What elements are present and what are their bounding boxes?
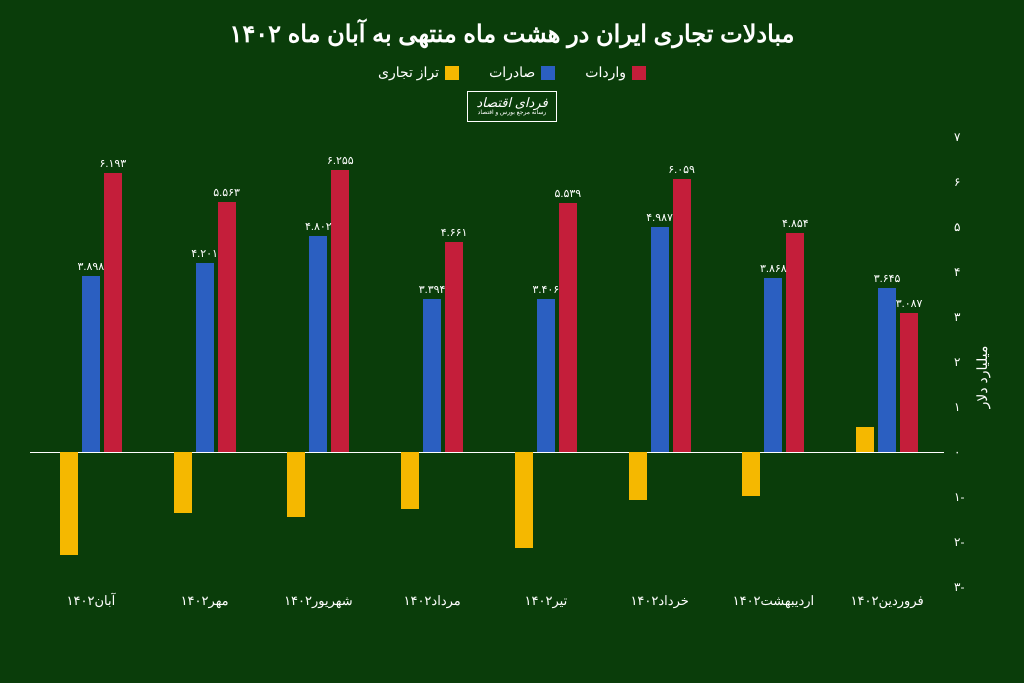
bar-value-label: ۳.۸۶۸: [751, 262, 795, 275]
bar-group: ۵.۵۶۳۴.۲۰۱مهر۱۴۰۲: [148, 137, 262, 587]
bar-value-label: ۴.۹۸۷: [638, 211, 682, 224]
y-tick: ۵: [954, 220, 974, 234]
bar-value-label: ۴.۲۰۱: [183, 247, 227, 260]
balance-bar: [174, 452, 192, 513]
x-tick-label: خرداد۱۴۰۲: [603, 593, 717, 613]
bar-value-label: ۶.۱۹۳: [91, 157, 135, 170]
bar-group: ۴.۸۵۴۳.۸۶۸اردیبهشت۱۴۰۲: [717, 137, 831, 587]
legend-label: واردات: [585, 64, 626, 81]
x-tick-label: فروردین۱۴۰۲: [830, 593, 944, 613]
legend-item: صادرات: [489, 64, 555, 81]
bar-value-label: ۶.۰۵۹: [660, 163, 704, 176]
legend-item: واردات: [585, 64, 646, 81]
bar-value-label: ۴.۶۶۱: [432, 226, 476, 239]
balance-bar: [401, 452, 419, 509]
y-axis-label: میلیارد دلار: [974, 346, 991, 409]
y-tick: ۲: [954, 355, 974, 369]
bar-value-label: ۶.۲۵۵: [318, 154, 362, 167]
balance-bar: [60, 452, 78, 555]
exports-bar: [537, 299, 555, 452]
x-tick-label: تیر۱۴۰۲: [489, 593, 603, 613]
balance-bar: [515, 452, 533, 548]
bar-group: ۳.۰۸۷۳.۶۴۵فروردین۱۴۰۲: [830, 137, 944, 587]
logo-main: فردای اقتصاد: [476, 96, 548, 110]
bar-value-label: ۵.۵۶۳: [205, 186, 249, 199]
chart-area: میلیارد دلار ۳.۰۸۷۳.۶۴۵فروردین۱۴۰۲۴.۸۵۴۳…: [30, 137, 974, 617]
bar-group: ۶.۱۹۳۳.۸۹۸آبان۱۴۰۲: [34, 137, 148, 587]
y-tick: ۰: [954, 445, 974, 459]
imports-bar: [445, 242, 463, 452]
exports-bar: [878, 288, 896, 452]
exports-bar: [82, 276, 100, 451]
exports-bar: [196, 263, 214, 452]
imports-bar: [331, 170, 349, 451]
legend-label: تراز تجاری: [378, 64, 439, 81]
balance-bar: [856, 427, 874, 452]
logo-sub: رسانه مرجع بورس و اقتصاد: [476, 110, 548, 117]
x-tick-label: اردیبهشت۱۴۰۲: [717, 593, 831, 613]
exports-bar: [764, 278, 782, 452]
y-tick: -۲: [954, 535, 974, 549]
y-tick: ۶: [954, 175, 974, 189]
bar-group: ۶.۲۵۵۴.۸۰۲شهریور۱۴۰۲: [262, 137, 376, 587]
bar-value-label: ۴.۸۰۲: [296, 220, 340, 233]
imports-bar: [104, 173, 122, 452]
x-tick-label: آبان۱۴۰۲: [34, 593, 148, 613]
y-tick: ۳: [954, 310, 974, 324]
bar-value-label: ۳.۴۰۶: [524, 283, 568, 296]
y-tick: -۳: [954, 580, 974, 594]
x-tick-label: مرداد۱۴۰۲: [375, 593, 489, 613]
legend-swatch: [445, 66, 459, 80]
y-tick: ۴: [954, 265, 974, 279]
bar-group: ۵.۵۳۹۳.۴۰۶تیر۱۴۰۲: [489, 137, 603, 587]
imports-bar: [218, 202, 236, 452]
bar-value-label: ۳.۳۹۴: [410, 283, 454, 296]
imports-bar: [559, 203, 577, 452]
bar-value-label: ۳.۶۴۵: [865, 272, 909, 285]
exports-bar: [651, 227, 669, 451]
bar-group: ۴.۶۶۱۳.۳۹۴مرداد۱۴۰۲: [375, 137, 489, 587]
legend-label: صادرات: [489, 64, 535, 81]
legend-swatch: [541, 66, 555, 80]
bar-group: ۶.۰۵۹۴.۹۸۷خرداد۱۴۰۲: [603, 137, 717, 587]
exports-bar: [423, 299, 441, 452]
legend: واردات صادرات تراز تجاری: [0, 64, 1024, 81]
y-tick: ۷: [954, 130, 974, 144]
logo: فردای اقتصاد رسانه مرجع بورس و اقتصاد: [467, 91, 557, 122]
bar-value-label: ۵.۵۳۹: [546, 187, 590, 200]
legend-swatch: [632, 66, 646, 80]
bar-value-label: ۳.۸۹۸: [69, 260, 113, 273]
y-tick: -۱: [954, 490, 974, 504]
x-tick-label: شهریور۱۴۰۲: [262, 593, 376, 613]
chart-title: مبادلات تجاری ایران در هشت ماه منتهی به …: [0, 0, 1024, 64]
plot: ۳.۰۸۷۳.۶۴۵فروردین۱۴۰۲۴.۸۵۴۳.۸۶۸اردیبهشت۱…: [30, 137, 944, 587]
imports-bar: [900, 313, 918, 452]
y-tick: ۱: [954, 400, 974, 414]
balance-bar: [629, 452, 647, 500]
bar-value-label: ۴.۸۵۴: [773, 217, 817, 230]
legend-item: تراز تجاری: [378, 64, 459, 81]
balance-bar: [287, 452, 305, 517]
balance-bar: [742, 452, 760, 496]
exports-bar: [309, 236, 327, 452]
x-tick-label: مهر۱۴۰۲: [148, 593, 262, 613]
